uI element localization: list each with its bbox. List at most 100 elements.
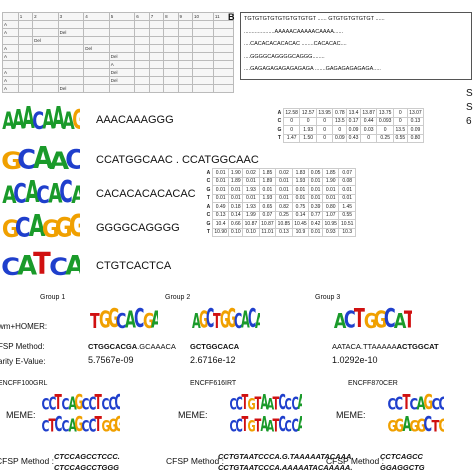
logo-letter: C — [247, 306, 257, 332]
grid-cell — [32, 52, 59, 61]
matrix-cell: 0.01 — [228, 185, 244, 195]
grid-cell — [212, 36, 235, 45]
matrix-row: G 0 1.93 0 0 0.09 0.03 0 13.5 0.09 — [276, 125, 425, 135]
grid-cell — [32, 60, 59, 69]
matrix-cell: 0.09 — [406, 125, 425, 135]
group-name: Group 2 — [165, 294, 191, 301]
pwm-matrix: A 0.01 1.90 0.02 1.85 0.02 1.83 0.05 1.85 0.07 C 0.… — [205, 168, 356, 237]
matrix-base: T — [206, 229, 210, 236]
grid-cell — [32, 84, 59, 93]
logo-letter: A — [260, 392, 269, 412]
matrix-cell: 0 — [392, 108, 408, 118]
matrix-cell: 12.57 — [299, 108, 317, 118]
grid-header-cell: 2 — [32, 12, 59, 21]
grid-cell — [57, 76, 85, 85]
grid-cell — [108, 28, 136, 37]
logo-letter: A — [17, 250, 38, 280]
matrix-cell: 0.01 — [321, 185, 340, 195]
logo-letter: G — [115, 414, 120, 434]
logo-letter: C — [394, 392, 404, 412]
matrix-cell: 0.093 — [376, 116, 394, 126]
logo-letter: A — [297, 392, 302, 412]
grid-cell — [17, 52, 34, 61]
sequence-logo: TGGCACGA — [88, 306, 158, 332]
grid-cell — [191, 28, 214, 37]
matrix-row: C 0.01 1.89 0.01 1.89 0.01 1.93 0.01 1.90 0.08 — [205, 176, 356, 186]
logo-letter: A — [333, 309, 347, 332]
matrix-cell: 0.25 — [275, 210, 293, 220]
logo-letter: C — [278, 414, 287, 434]
motif-sequence: CCATGGCAAC . CCATGGCAAC — [96, 154, 259, 166]
grid-cell — [83, 68, 110, 77]
logo-letter: C — [54, 414, 63, 434]
matrix-cell: 1.50 — [299, 133, 317, 143]
repeat-sequence: TGTGTGTGTGTGTGTGTGT ...... GTGTGTGTGTGT … — [244, 16, 385, 22]
matrix-cell: 0.03 — [359, 125, 378, 135]
cfsp-motif: AATACA.TTAAAAAACTGGCAT — [332, 342, 439, 351]
matrix-row: T 0.01 0.01 0.01 1.93 0.01 0.01 0.01 0.01 0.01 — [205, 193, 356, 203]
matrix-cell: 0.75 — [291, 202, 310, 212]
grid-header: 1 2 3 4 5 6 7 8 9 10 11 — [2, 12, 235, 21]
matrix-base: T — [206, 195, 210, 202]
logo-letter: A — [393, 309, 407, 332]
grid-cell — [163, 28, 179, 37]
dataset-name: ENCFF100GRL — [0, 380, 48, 387]
logo-letter: C — [41, 416, 50, 434]
logo-letter: G — [363, 309, 378, 332]
cfsp-sequence: CCTGTAATCCCA.AAAAATACAAAAA. — [218, 463, 353, 472]
grid-cell — [108, 20, 136, 29]
matrix-cell: 1.45 — [338, 202, 356, 212]
group-name: Group 3 — [315, 294, 341, 301]
matrix-cell: 0.18 — [228, 202, 244, 212]
cfsp-sequence: GGAGGCTG — [380, 463, 425, 472]
grid-cell — [32, 20, 59, 29]
matrix-cell: 0.01 — [242, 176, 260, 186]
matrix-cell: 0.08 — [338, 176, 356, 186]
logo-letter: C — [15, 212, 32, 242]
grid-cell — [134, 52, 150, 61]
grid-cell — [177, 36, 193, 45]
logo-letter: A — [266, 416, 275, 434]
logo-letter: C — [88, 414, 97, 434]
grid-cell — [83, 76, 110, 85]
logo-letter: G — [142, 309, 155, 332]
logo-letter: A — [28, 212, 46, 242]
matrix-cell: 0.01 — [211, 185, 230, 195]
logo-letter: A — [151, 309, 158, 332]
grid-cell — [177, 76, 193, 85]
grid-cell — [177, 20, 193, 29]
motif-sequence: GGGGCAGGGG — [96, 222, 180, 234]
logo-letter: C — [233, 309, 243, 332]
matrix-base: A — [206, 169, 211, 176]
method-label: CFSP Method : — [326, 456, 384, 466]
logo-letter: C — [61, 416, 70, 434]
grid-cell — [57, 44, 85, 53]
matrix-cell: 0.01 — [321, 193, 340, 203]
edge-letter: 6 — [466, 116, 472, 127]
matrix-cell: 10.4 — [211, 219, 230, 229]
matrix-cell: 0.14 — [291, 210, 310, 220]
grid-header-cell: 7 — [148, 12, 165, 21]
matrix-cell: 0.09 — [332, 133, 348, 143]
logo-letter: G — [248, 416, 257, 434]
matrix-cell: 1.07 — [321, 210, 340, 220]
grid-cell — [57, 68, 85, 77]
matrix-base: G — [206, 220, 211, 227]
matrix-cell: 0 — [392, 116, 408, 126]
grid-cell — [148, 76, 165, 85]
matrix-cell: 0.01 — [338, 185, 356, 195]
grid-row: A Del — [2, 76, 235, 85]
repeat-sequence: ....GGGGCAGGGGCAGGG........ — [244, 53, 325, 60]
logo-letter: C — [383, 306, 396, 332]
grid-cell — [57, 36, 85, 45]
grid-cell — [17, 20, 34, 29]
matrix-cell: 1.93 — [242, 185, 260, 195]
cfsp-motif: GCTGGCACA — [190, 342, 239, 351]
logo-letter: T — [254, 414, 261, 434]
logo-letter: C — [1, 253, 21, 280]
logo-letter: G — [387, 416, 398, 434]
grid-cell — [83, 52, 110, 61]
logo-letter: T — [241, 392, 249, 412]
logo-letter: C — [205, 306, 215, 332]
